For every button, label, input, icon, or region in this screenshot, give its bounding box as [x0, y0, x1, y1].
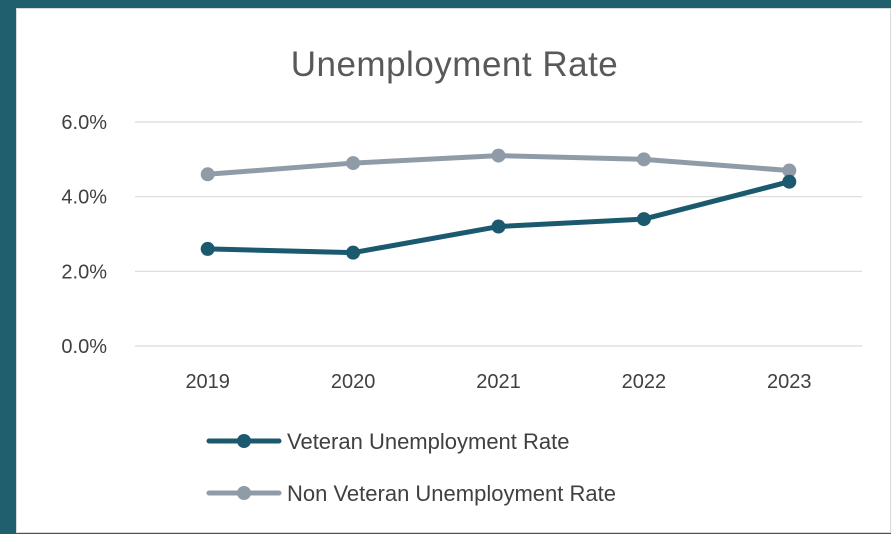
y-tick-label: 2.0%	[61, 261, 107, 283]
x-tick-label: 2020	[331, 371, 376, 393]
x-tick-label: 2023	[767, 371, 812, 393]
data-point	[346, 156, 361, 171]
data-point	[782, 163, 797, 178]
legend-swatch-marker	[237, 486, 251, 500]
data-point	[636, 212, 651, 227]
legend-label: Veteran Unemployment Rate	[287, 429, 570, 454]
chart-card: Unemployment Rate 0.0% 2.0% 4.0% 6.0% 2019 20…	[16, 8, 891, 533]
x-tick-label: 2022	[622, 371, 667, 393]
y-tick-label: 4.0%	[61, 187, 107, 209]
data-point	[782, 174, 797, 189]
line-chart: 0.0% 2.0% 4.0% 6.0% 2019 2020 2021 2022 2023 Vete…	[61, 112, 862, 506]
legend-swatch-marker	[237, 434, 251, 448]
series-line	[205, 179, 792, 256]
x-tick-label: 2021	[476, 371, 521, 393]
y-tick-label: 6.0%	[61, 112, 107, 134]
x-tick-label: 2019	[185, 371, 230, 393]
y-tick-label: 0.0%	[61, 336, 107, 358]
data-point	[200, 241, 215, 256]
data-point	[636, 152, 651, 167]
data-point	[491, 219, 506, 234]
data-point	[346, 245, 361, 260]
data-point	[491, 148, 506, 163]
chart-title: Unemployment Rate	[290, 45, 619, 84]
data-point	[200, 167, 215, 182]
legend-label: Non Veteran Unemployment Rate	[287, 481, 616, 506]
